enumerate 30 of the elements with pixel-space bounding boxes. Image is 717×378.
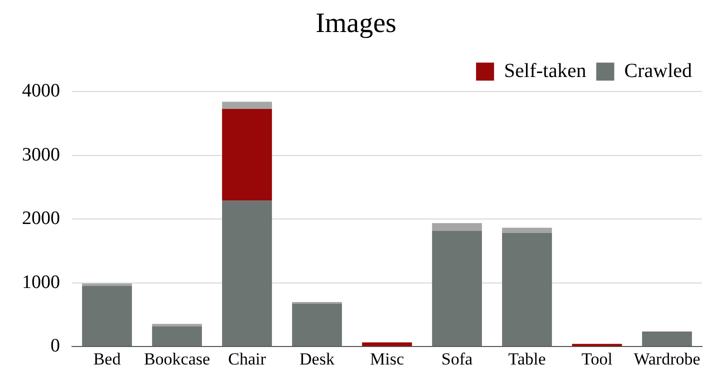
legend-label: Crawled xyxy=(624,60,692,82)
x-tick-label: Wardrobe xyxy=(634,349,700,368)
chart-title: Images xyxy=(316,8,396,40)
bar xyxy=(222,102,272,109)
bar xyxy=(502,228,552,233)
bar xyxy=(222,108,272,201)
bar xyxy=(502,232,552,346)
bar xyxy=(82,283,132,286)
y-tick-label: 0 xyxy=(50,336,60,357)
y-tick-label: 2000 xyxy=(22,208,60,230)
x-tick-label: Table xyxy=(508,349,546,368)
bar xyxy=(292,304,342,346)
legend-label: Self-taken xyxy=(504,60,586,82)
bar xyxy=(82,286,132,346)
y-tick-label: 3000 xyxy=(22,144,60,166)
bar xyxy=(362,342,412,346)
x-tick-label: Desk xyxy=(300,349,335,368)
bar xyxy=(642,332,692,346)
x-tick-label: Bed xyxy=(93,349,122,368)
bar xyxy=(222,200,272,346)
x-tick-label: Bookcase xyxy=(144,349,210,368)
y-tick-label: 4000 xyxy=(22,80,60,102)
x-tick-label: Chair xyxy=(228,349,266,368)
bar xyxy=(432,223,482,231)
x-tick-label: Misc xyxy=(370,349,404,368)
bar xyxy=(152,326,202,346)
y-tick-label: 1000 xyxy=(22,272,60,293)
bar xyxy=(432,230,482,346)
x-tick-label: Tool xyxy=(582,349,613,368)
x-tick-label: Sofa xyxy=(441,349,474,368)
